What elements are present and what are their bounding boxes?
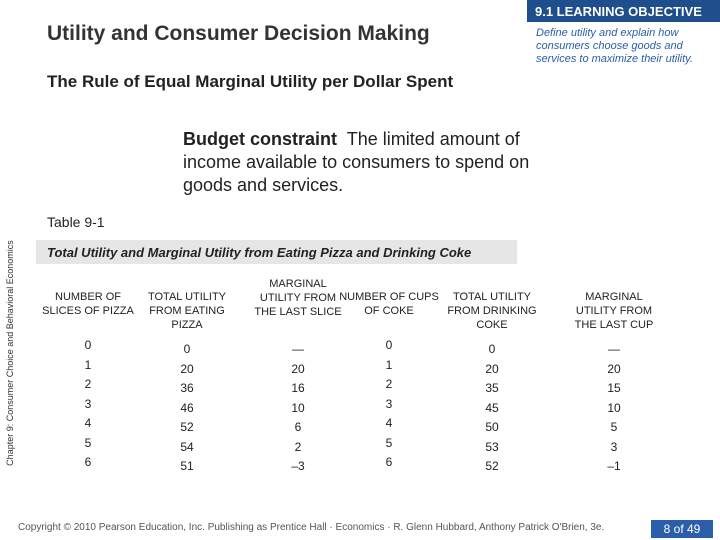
table-cell: 46	[180, 400, 194, 415]
column-header: TOTAL UTILITY FROM DRINKING COKE	[447, 291, 537, 331]
side-label: Chapter 9: Consumer Choice and Behaviora…	[5, 240, 15, 466]
table-cell: 6	[294, 420, 302, 434]
table-cell: —	[292, 342, 304, 356]
table-cell: 0	[84, 338, 92, 352]
objective-bar	[527, 0, 720, 22]
page-number: 8 of 49	[663, 522, 701, 536]
table-cell: 53	[485, 439, 499, 454]
table-cell: 20	[607, 361, 621, 376]
table-cell: 5	[84, 435, 92, 450]
table-cell: 4	[385, 416, 393, 430]
table-cell: 20	[485, 361, 499, 376]
page-box	[651, 520, 713, 538]
table-cell: 0	[385, 338, 393, 352]
table-cell: 16	[291, 381, 305, 395]
column-header: NUMBER OF CUPS OF COKE	[339, 291, 439, 317]
table-cell: 6	[385, 455, 393, 469]
column-header: MARGINAL UTILITY FROM THE LAST CUP	[574, 291, 654, 331]
table-cell: 51	[180, 459, 194, 473]
column-header: NUMBER OF SLICES OF PIZZA	[42, 291, 134, 317]
table-cell: 10	[607, 400, 621, 415]
title: Utility and Consumer Decision Making	[47, 22, 430, 45]
table-cell: 20	[291, 361, 305, 376]
table-cell: —	[608, 342, 620, 356]
table-caption: Total Utility and Marginal Utility from …	[47, 245, 472, 260]
table-cell: 54	[180, 439, 194, 454]
table-cell: 45	[485, 400, 499, 415]
column-header: TOTAL UTILITY FROM EATING PIZZA	[147, 291, 227, 331]
table-cell: 6	[84, 455, 92, 469]
column-header: MARGINAL UTILITY FROM THE LAST SLICE	[254, 278, 342, 318]
subtitle: The Rule of Equal Marginal Utility per D…	[47, 72, 454, 91]
table-cell: 52	[485, 459, 499, 473]
table-cell: 0	[488, 342, 496, 356]
table-cell: 15	[607, 381, 621, 395]
table-cell: 3	[385, 396, 393, 411]
definition: Budget constraint The limited amount of …	[183, 128, 553, 197]
table-cell: 2	[385, 377, 393, 391]
table-cell: 1	[385, 357, 393, 372]
objective-heading: 9.1 LEARNING OBJECTIVE	[535, 4, 702, 19]
caption-box	[36, 240, 517, 264]
table-cell: 52	[180, 420, 194, 434]
table-cell: 50	[485, 420, 499, 434]
table-cell: 3	[84, 396, 92, 411]
objective-text: Define utility and explain how consumers…	[536, 27, 693, 65]
definition-term: Budget constraint	[183, 129, 338, 149]
definition-text: The limited amount of income available t…	[183, 129, 530, 195]
table-cell: 0	[183, 342, 191, 356]
table-cell: –3	[291, 459, 305, 473]
table-cell: 2	[294, 439, 302, 454]
table-cell: 36	[180, 381, 194, 395]
table-cell: 1	[84, 357, 92, 372]
table-cell: 5	[385, 435, 393, 450]
table-cell: 2	[84, 377, 92, 391]
table-cell: 20	[180, 361, 194, 376]
copyright: Copyright © 2010 Pearson Education, Inc.…	[18, 522, 605, 533]
table-label: Table 9-1	[47, 214, 105, 230]
table-cell: 4	[84, 416, 92, 430]
table-cell: 35	[485, 381, 499, 395]
table-cell: 10	[291, 400, 305, 415]
table-cell: 5	[610, 420, 618, 434]
table-cell: 3	[610, 439, 618, 454]
table-cell: –1	[607, 459, 621, 473]
